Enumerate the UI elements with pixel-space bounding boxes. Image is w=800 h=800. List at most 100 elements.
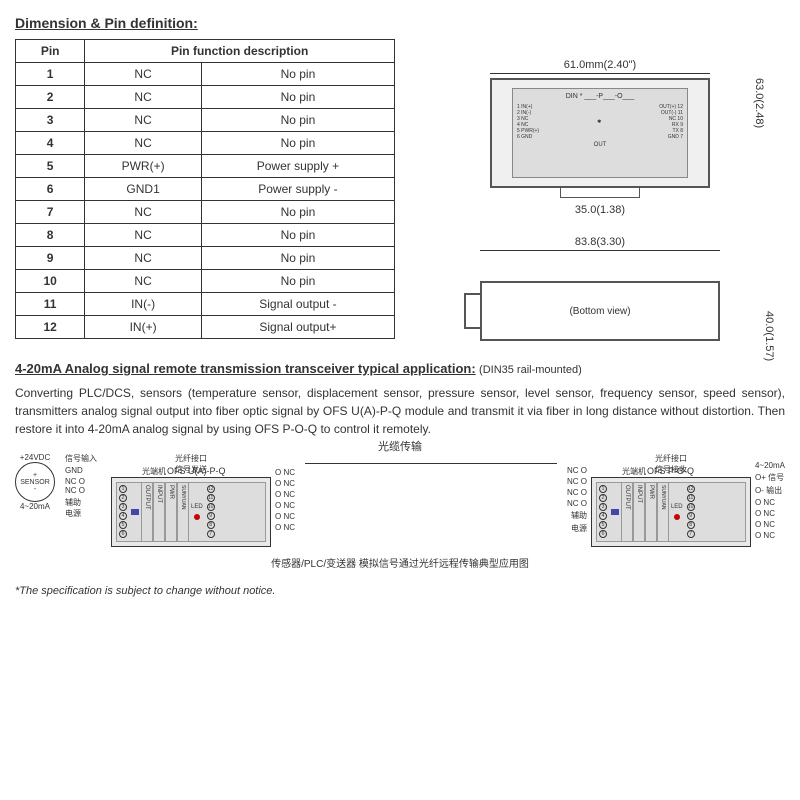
th-func: Pin function description [85, 40, 395, 63]
cell-pin: 5 [16, 155, 85, 178]
table-row: 11IN(-)Signal output - [16, 293, 395, 316]
cell-name: NC [85, 63, 202, 86]
module2-name: OFS P-O-Q [647, 466, 694, 476]
bottom-view-diagram: 83.8(3.30) (Bottom view) 40.0(1.57) [415, 236, 785, 341]
cell-pin: 1 [16, 63, 85, 86]
dim-mount-width: 35.0(1.38) [415, 204, 785, 216]
module1-group: 光纤接口 信号发送 光端机 OFS U(A)-P-Q 123456 OUTPUT… [111, 453, 295, 547]
out-signal: O+ 信号 [755, 472, 785, 483]
module1-box: 光端机 OFS U(A)-P-Q 123456 OUTPUT INPUT PWR… [111, 477, 271, 547]
module1-inner: 123456 OUTPUT INPUT PWR SUNYUAN LED 1211… [116, 482, 266, 542]
table-row: 7NCNo pin [16, 201, 395, 224]
cell-desc: Power supply - [201, 178, 394, 201]
cell-desc: No pin [201, 132, 394, 155]
cell-desc: No pin [201, 63, 394, 86]
diagram-caption: 传感器/PLC/变送器 模拟信号通过光纤远程传输典型应用图 [15, 555, 785, 570]
application-section: 4-20mA Analog signal remote transmission… [15, 361, 785, 570]
cell-name: NC [85, 86, 202, 109]
table-row: 1NCNo pin [16, 63, 395, 86]
cell-pin: 8 [16, 224, 85, 247]
module1-label: 光端机 [142, 466, 166, 477]
cell-name: PWR(+) [85, 155, 202, 178]
cell-name: IN(+) [85, 316, 202, 339]
ann-aux2: 辅助 [567, 510, 587, 521]
section-title-dimensions: Dimension & Pin definition: [15, 15, 785, 31]
cell-name: NC [85, 247, 202, 270]
cell-pin: 12 [16, 316, 85, 339]
module2-group: NC ONC ONC ONC O 辅助 电源 光纤接口 信号接收 光端机 OFS… [567, 453, 785, 547]
sensor-minus: - [34, 486, 36, 493]
cell-pin: 3 [16, 109, 85, 132]
module2-inner: 123456 OUTPUT INPUT PWR SUNYUAN LED 1211… [596, 482, 746, 542]
cell-desc: Signal output+ [201, 316, 394, 339]
module1-right-labels: O NCO NCO NCO NCO NCO NC [275, 468, 295, 532]
cell-pin: 2 [16, 86, 85, 109]
led-label2: LED [671, 504, 683, 510]
top-section: Pin Pin function description 1NCNo pin2N… [15, 39, 785, 341]
bottom-view-text: (Bottom view) [569, 306, 630, 317]
th-pin: Pin [16, 40, 85, 63]
ann-aux: 辅助 [65, 497, 97, 508]
ann-gnd: GND [65, 466, 97, 475]
table-row: 12IN(+)Signal output+ [16, 316, 395, 339]
cell-desc: No pin [201, 201, 394, 224]
left-pin-annotations: 信号输入 GND NC ONC O 辅助 电源 [65, 453, 97, 519]
table-row: 9NCNo pin [16, 247, 395, 270]
cell-pin: 9 [16, 247, 85, 270]
din-out-label: OUT [517, 142, 683, 148]
vdc-label: +24VDC [15, 453, 55, 462]
dim-bottom-width: 83.8(3.30) [415, 236, 785, 248]
module2-pins-left: 123456 [597, 483, 609, 541]
ann-power: 电源 [65, 508, 97, 519]
din-header-text: DIN * ___-P___-O___ [517, 93, 683, 100]
app-description: Converting PLC/DCS, sensors (temperature… [15, 384, 785, 438]
ann-signal-in: 信号输入 [65, 453, 97, 464]
cell-desc: No pin [201, 86, 394, 109]
sensor-circle: + SENSOR - [15, 462, 55, 502]
dim-width-label: 61.0mm(2.40") [415, 59, 785, 71]
ann-power2: 电源 [567, 523, 587, 534]
ann-nc1: NC ONC O [65, 477, 97, 495]
din-mount-clip [560, 186, 640, 198]
dimension-diagrams: 61.0mm(2.40") DIN * ___-P___-O___ 1 IN(+… [415, 39, 785, 341]
table-row: 4NCNo pin [16, 132, 395, 155]
module2-output-label: OUTPUT [621, 483, 633, 541]
din-module-box: DIN * ___-P___-O___ 1 IN(+)2 IN(-)3 NC4 … [490, 78, 710, 188]
application-diagram: 光缆传输 +24VDC + SENSOR - 4~20mA 信号输入 GND N… [15, 453, 785, 547]
din-left-pins: 1 IN(+)2 IN(-)3 NC4 NC5 PWR(+)6 GND [517, 104, 539, 140]
module1-name: OFS U(A)-P-Q [167, 466, 226, 476]
top-view-diagram: 61.0mm(2.40") DIN * ___-P___-O___ 1 IN(+… [415, 59, 785, 216]
dim-line-bottom [480, 250, 720, 251]
led-blue-icon [131, 509, 139, 515]
cell-desc: No pin [201, 270, 394, 293]
table-row: 2NCNo pin [16, 86, 395, 109]
cell-desc: Signal output - [201, 293, 394, 316]
cell-desc: No pin [201, 224, 394, 247]
table-row: 10NCNo pin [16, 270, 395, 293]
din-right-pins: OUT(+) 12OUT(-) 11NC 10RX 9TX 8GND 7 [659, 104, 683, 140]
cell-name: IN(-) [85, 293, 202, 316]
table-row: 5PWR(+)Power supply + [16, 155, 395, 178]
dim-bottom-height: 40.0(1.57) [763, 311, 775, 371]
module2-pwr-label: PWR [645, 483, 657, 541]
din-center-icon: ✱ [597, 119, 601, 125]
cell-desc: Power supply + [201, 155, 394, 178]
module2-right-labels: 4~20mA O+ 信号 O- 输出 O NCO NCO NCO NC [755, 461, 785, 540]
cell-pin: 6 [16, 178, 85, 201]
table-row: 3NCNo pin [16, 109, 395, 132]
sensor-name: SENSOR [20, 479, 50, 486]
table-row: 8NCNo pin [16, 224, 395, 247]
cell-name: NC [85, 201, 202, 224]
table-row: 6GND1Power supply - [16, 178, 395, 201]
led-red-icon [194, 514, 200, 520]
cell-name: GND1 [85, 178, 202, 201]
cell-desc: No pin [201, 109, 394, 132]
cell-desc: No pin [201, 247, 394, 270]
module2-box: 光端机 OFS P-O-Q 123456 OUTPUT INPUT PWR SU… [591, 477, 751, 547]
module2-input-label: INPUT [633, 483, 645, 541]
module1-pwr-label: PWR [165, 483, 177, 541]
module1-pins-left: 123456 [117, 483, 129, 541]
cell-name: NC [85, 270, 202, 293]
fiber-transmission-label: 光缆传输 [378, 438, 422, 454]
sensor-plus: + [33, 472, 37, 479]
